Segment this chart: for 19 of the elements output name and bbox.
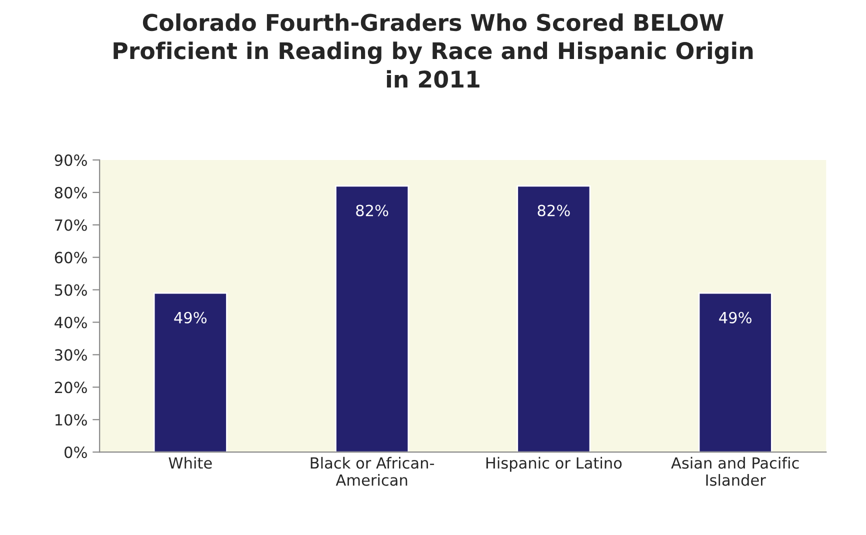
y-tick-label: 0% — [64, 446, 87, 458]
data-label: 82% — [356, 204, 388, 216]
y-tick-label: 20% — [54, 382, 87, 394]
x-tick-label: Black or African-American — [310, 456, 434, 486]
y-tick-label: 80% — [54, 186, 87, 198]
y-tick-label: 70% — [55, 219, 87, 231]
data-label: 82% — [538, 204, 570, 216]
data-label: 49% — [719, 312, 752, 324]
x-tick-label: White — [168, 456, 212, 469]
y-tick-label: 60% — [54, 252, 87, 264]
y-tick-label: 10% — [56, 414, 87, 426]
data-label: 49% — [174, 312, 207, 324]
x-tick-label: Hispanic or Latino — [486, 456, 622, 472]
y-tick-label: 30% — [54, 349, 87, 361]
y-tick-label: 50% — [55, 284, 87, 296]
y-tick-label: 90% — [54, 154, 87, 166]
chart-title: Colorado Fourth-Graders Who Scored BELOW Proficient in Reading by Race and Hispanic Origin in 2011 — [114, 13, 753, 88]
x-tick-label: Asian and Pacific Islander — [671, 456, 799, 486]
y-tick-label: 40% — [54, 316, 87, 328]
